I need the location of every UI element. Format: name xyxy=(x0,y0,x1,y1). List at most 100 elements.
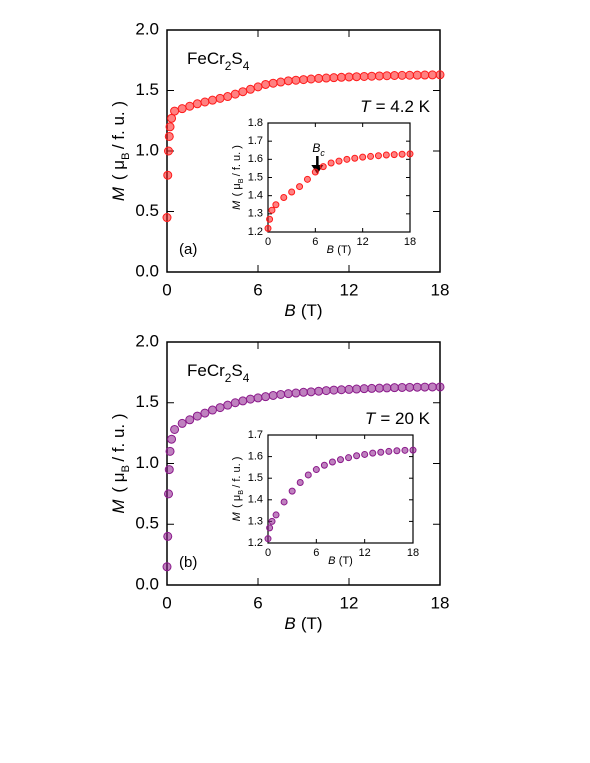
x-tick-label: 0 xyxy=(162,280,171,299)
data-point xyxy=(314,386,324,396)
y-label-unit: ( μ xyxy=(231,183,243,196)
data-point xyxy=(420,382,430,392)
data-point xyxy=(359,153,367,161)
data-point xyxy=(328,458,336,466)
data-point xyxy=(321,386,331,396)
data-point xyxy=(361,450,369,458)
y-tick-label: 1.2 xyxy=(248,226,263,238)
x-tick-label: 12 xyxy=(357,236,369,248)
data-point xyxy=(163,531,173,541)
x-tick-label: 18 xyxy=(407,547,419,559)
data-point xyxy=(352,72,362,82)
y-label-unit: / f. u. ) xyxy=(231,457,243,488)
data-point xyxy=(288,487,296,495)
data-point xyxy=(329,385,339,395)
y-tick-label: 1.6 xyxy=(248,153,263,165)
y-label-symbol: M xyxy=(109,186,128,201)
y-tick-label: 1.8 xyxy=(248,117,263,129)
data-point xyxy=(162,213,172,223)
data-point xyxy=(359,71,369,81)
data-point xyxy=(319,163,327,171)
data-point xyxy=(390,70,399,80)
y-tick-label: 1.6 xyxy=(248,451,263,463)
formula-part: S xyxy=(231,361,242,380)
data-point xyxy=(329,73,339,83)
formula-part: FeCr xyxy=(187,49,225,68)
x-tick-label: 6 xyxy=(312,236,318,248)
y-label-symbol: M xyxy=(231,200,243,210)
y-tick-label: 0.0 xyxy=(135,261,159,280)
data-point xyxy=(230,89,240,99)
compound-label: FeCr2S4 xyxy=(187,361,250,385)
annotation-symbol: B xyxy=(312,141,320,155)
data-point xyxy=(264,535,272,543)
data-point xyxy=(327,159,335,167)
formula-sub: 2 xyxy=(225,59,232,73)
y-tick-label: 1.0 xyxy=(135,453,159,472)
data-point xyxy=(268,206,276,214)
y-label-sub: B xyxy=(120,153,132,160)
y-label-unit: ( μ xyxy=(109,160,128,180)
x-tick-label: 0 xyxy=(162,593,171,612)
temperature-symbol: T xyxy=(360,97,372,116)
data-point xyxy=(192,99,202,109)
data-point xyxy=(336,385,346,395)
data-point xyxy=(208,405,217,415)
y-tick-label: 2.0 xyxy=(135,331,159,350)
data-point xyxy=(163,170,173,180)
formula-sub: 4 xyxy=(243,371,250,385)
data-point xyxy=(359,384,369,394)
data-point xyxy=(296,183,304,191)
data-point xyxy=(268,78,278,88)
y-tick-label: 1.5 xyxy=(248,472,263,484)
data-point xyxy=(261,79,271,89)
data-point xyxy=(303,175,311,183)
y-tick-label: 1.3 xyxy=(248,208,263,220)
data-point xyxy=(377,448,385,456)
data-point xyxy=(304,471,312,479)
data-point xyxy=(405,70,415,80)
data-point xyxy=(164,131,174,141)
x-tick-label: 18 xyxy=(431,593,450,612)
x-tick-label: 0 xyxy=(265,236,271,248)
temperature-value: = 20 K xyxy=(380,409,430,428)
critical-field-label: Bc xyxy=(312,141,325,158)
data-point xyxy=(311,168,319,176)
data-point xyxy=(344,384,354,394)
data-point xyxy=(272,511,280,519)
data-point xyxy=(435,70,445,80)
data-point xyxy=(268,517,276,525)
data-point xyxy=(412,70,422,80)
y-tick-label: 1.5 xyxy=(248,171,263,183)
plot-frame xyxy=(267,122,411,233)
x-label-unit: (T) xyxy=(337,244,351,256)
data-point xyxy=(238,396,248,406)
data-point xyxy=(320,461,328,469)
data-point xyxy=(164,489,174,499)
data-point xyxy=(398,150,406,158)
data-point xyxy=(245,84,255,94)
y-tick-label: 1.7 xyxy=(248,429,263,441)
panel-label: (a) xyxy=(179,241,197,258)
y-axis-label: M ( μB / f. u. ) xyxy=(109,101,131,201)
data-point xyxy=(345,454,353,462)
data-point xyxy=(435,382,445,392)
data-point xyxy=(336,72,346,82)
data-point xyxy=(177,418,187,428)
data-point xyxy=(291,75,301,85)
data-point xyxy=(164,146,174,156)
data-point xyxy=(272,201,280,209)
data-point xyxy=(351,154,359,162)
panel-label: (b) xyxy=(179,554,197,571)
y-axis-label: M ( μB / f. u. ) xyxy=(109,413,131,513)
data-point xyxy=(208,95,217,105)
y-tick-label: 1.5 xyxy=(135,80,159,99)
y-tick-label: 1.4 xyxy=(248,190,263,202)
temperature-value: = 4.2 K xyxy=(376,97,431,116)
data-point xyxy=(409,446,417,454)
y-tick-label: 1.2 xyxy=(248,537,263,549)
data-point xyxy=(382,71,392,81)
data-point xyxy=(167,434,177,444)
data-point xyxy=(280,498,288,506)
